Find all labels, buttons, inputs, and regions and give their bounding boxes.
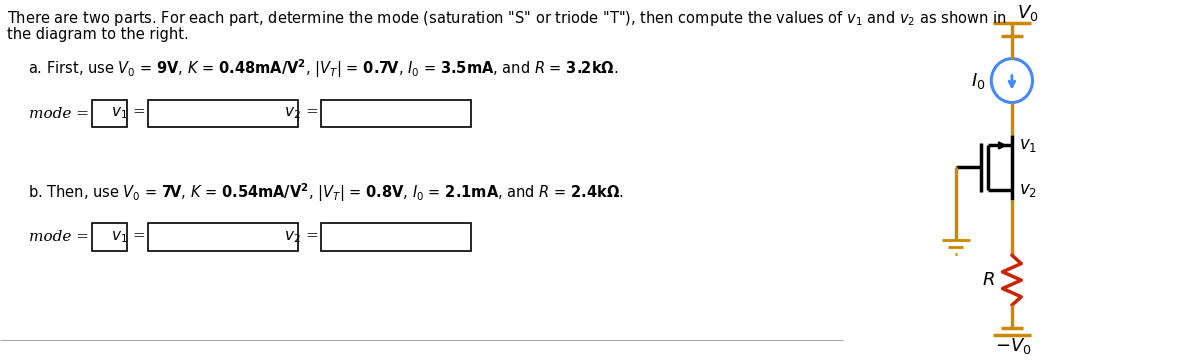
FancyBboxPatch shape bbox=[92, 100, 127, 127]
Text: $v_2$ =: $v_2$ = bbox=[284, 106, 318, 121]
Text: a. First, use $V_0$ = $\mathbf{9V}$, $K$ = $\mathbf{0.48mA/V^2}$, |$V_T$| = $\ma: a. First, use $V_0$ = $\mathbf{9V}$, $K$… bbox=[28, 57, 618, 80]
Text: the diagram to the right.: the diagram to the right. bbox=[7, 27, 190, 42]
Text: mode =: mode = bbox=[29, 230, 89, 244]
FancyBboxPatch shape bbox=[148, 223, 298, 251]
Text: $v_1$: $v_1$ bbox=[1019, 137, 1038, 154]
Text: b. Then, use $V_0$ = $\mathbf{7V}$, $K$ = $\mathbf{0.54mA/V^2}$, |$V_T$| = $\mat: b. Then, use $V_0$ = $\mathbf{7V}$, $K$ … bbox=[28, 181, 624, 204]
Text: $-V_0$: $-V_0$ bbox=[996, 336, 1032, 356]
Text: $v_1$ =: $v_1$ = bbox=[110, 230, 145, 245]
Text: $v_2$ =: $v_2$ = bbox=[284, 230, 318, 245]
Text: $v_1$ =: $v_1$ = bbox=[110, 106, 145, 121]
Text: $V_0$: $V_0$ bbox=[1016, 3, 1038, 23]
FancyBboxPatch shape bbox=[92, 223, 127, 251]
Text: There are two parts. For each part, determine the mode (saturation "S" or triode: There are two parts. For each part, dete… bbox=[7, 9, 1007, 28]
Text: $v_2$: $v_2$ bbox=[1019, 182, 1038, 199]
FancyBboxPatch shape bbox=[322, 100, 472, 127]
Text: $I_0$: $I_0$ bbox=[971, 71, 985, 90]
Text: $R$: $R$ bbox=[983, 271, 995, 289]
FancyBboxPatch shape bbox=[148, 100, 298, 127]
FancyBboxPatch shape bbox=[322, 223, 472, 251]
Text: mode =: mode = bbox=[29, 106, 89, 121]
